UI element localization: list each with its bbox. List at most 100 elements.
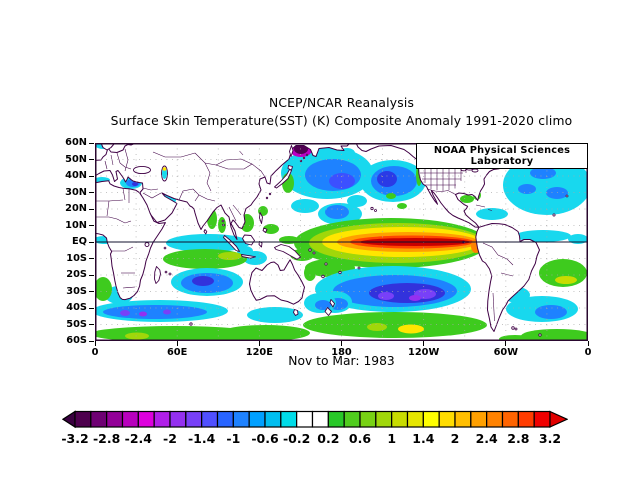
lat-tick-mark xyxy=(89,324,94,325)
island-dot-mauritius xyxy=(168,272,172,276)
lon-tick-mark xyxy=(176,341,178,346)
attribution-box: NOAA Physical Sciences Laboratory xyxy=(416,143,588,169)
island-dot-ryukyu-2 xyxy=(268,192,272,196)
anomaly-blob-trop-np-cyan-2 xyxy=(291,199,319,213)
lat-tick-mark xyxy=(89,241,94,243)
colorbar-label: -2 xyxy=(163,431,177,446)
colorbar-box xyxy=(486,410,504,428)
border-europe-4 xyxy=(124,148,129,161)
anomaly-blob-io-eq-cyan xyxy=(166,234,250,252)
anomaly-blob-trop-np-blue xyxy=(325,205,349,219)
anomaly-blob-gulf-green xyxy=(460,195,474,203)
colorbar-label: -0.2 xyxy=(283,431,310,446)
island-dot-tahiti xyxy=(357,266,361,270)
anomaly-blob-baja-green-1 xyxy=(397,203,407,209)
border-india-north xyxy=(198,194,216,202)
colorbar-box xyxy=(343,410,361,428)
island-dot-falklands-2 xyxy=(514,327,518,331)
anomaly-blob-caspian-yellow xyxy=(162,167,167,171)
lat-tick-label: EQ xyxy=(71,236,87,247)
colorbar-box xyxy=(216,410,234,428)
anomaly-blob-sp-green-band xyxy=(303,312,487,338)
anomaly-blob-sp-yellowgreen xyxy=(367,323,387,331)
border-indochina-2 xyxy=(232,204,242,216)
island-honshu xyxy=(274,169,292,189)
border-africa-2 xyxy=(122,188,126,201)
anomaly-blob-natl-cyan xyxy=(503,155,588,215)
lon-tick-mark xyxy=(505,341,507,346)
lat-tick-mark xyxy=(89,208,94,210)
coastline-south-america xyxy=(475,223,540,332)
lat-tick-label: 60N xyxy=(65,137,87,148)
colorbar-box xyxy=(280,410,298,428)
colorbar-box xyxy=(454,410,472,428)
island-madagascar xyxy=(154,266,161,284)
colorbar-label: 3.2 xyxy=(539,431,561,446)
coastline-scandinavia xyxy=(100,143,115,151)
island-hokkaido xyxy=(287,165,293,171)
colorbar-label: -3.2 xyxy=(62,431,89,446)
colorbar-label: 0.2 xyxy=(317,431,339,446)
anomaly-blob-trop-np-cyan-3 xyxy=(347,195,367,207)
island-dot-kuril-2 xyxy=(302,156,306,160)
border-europe-6 xyxy=(124,159,129,172)
lat-tick-label: 10S xyxy=(66,252,87,264)
colorbar-box xyxy=(406,410,424,428)
colorbar-box xyxy=(438,410,456,428)
island-sakhalin xyxy=(289,145,294,157)
lat-tick-label: 20S xyxy=(66,269,87,280)
lat-tick-mark xyxy=(89,175,94,177)
island-dot-vanuatu xyxy=(324,262,328,266)
anomaly-blob-caspian-cyan xyxy=(162,168,167,179)
colorbar-box xyxy=(359,410,377,428)
lat-tick-mark xyxy=(89,340,94,342)
anomaly-blob-io-40s-blue xyxy=(103,305,207,319)
coastline-eurasia xyxy=(95,143,351,240)
border-europe-1 xyxy=(104,160,108,170)
anomaly-blob-carib-cyan xyxy=(476,208,508,220)
island-dot-fiji xyxy=(338,270,342,275)
island-tasmania xyxy=(293,309,299,316)
colorbar-box xyxy=(327,410,345,428)
colorbar-label: 1 xyxy=(387,431,396,446)
colorbar-box xyxy=(106,410,124,428)
lat-tick-mark xyxy=(89,225,94,226)
border-us-mexico xyxy=(426,188,456,195)
colorbar-box xyxy=(391,410,409,428)
lon-tick-label: 0 xyxy=(91,347,99,358)
island-dot-new-caledonia xyxy=(321,274,325,279)
lon-tick-label: 120W xyxy=(408,347,440,358)
colorbar-box xyxy=(169,410,187,428)
colorbar-label: 0.6 xyxy=(349,431,371,446)
border-samerica-2 xyxy=(497,254,514,266)
border-mideast-2 xyxy=(142,192,162,199)
island-dot-solomons-1 xyxy=(308,248,312,252)
lat-tick-mark xyxy=(89,274,94,276)
island-dot-ryukyu-1 xyxy=(265,196,269,200)
border-africa-6 xyxy=(116,218,132,224)
colorbar-box xyxy=(232,410,250,428)
colorbar-box xyxy=(311,410,329,428)
anomaly-blob-natl-blue-2 xyxy=(546,187,568,199)
border-iran-afghan xyxy=(178,188,194,201)
colorbar-box xyxy=(533,410,551,428)
colorbar-label: 2.8 xyxy=(507,431,529,446)
island-dot-south-georgia xyxy=(538,333,542,337)
colorbar-label: 2 xyxy=(451,431,460,446)
anomaly-blob-baja-green-2 xyxy=(386,193,396,199)
colorbar-box xyxy=(248,410,266,428)
colorbar-arrow-right xyxy=(549,410,568,428)
anomaly-blob-sp-purple-2 xyxy=(378,292,394,300)
border-africa-3 xyxy=(106,200,110,217)
lon-tick-label: 180 xyxy=(331,347,352,358)
island-dot-solomons-2 xyxy=(312,251,316,255)
lon-tick-label: 120E xyxy=(245,347,273,358)
colorbar-box xyxy=(517,410,535,428)
colorbar-box xyxy=(137,410,155,428)
anomaly-blob-satl-green-s xyxy=(521,329,588,341)
border-indochina-1 xyxy=(228,206,237,222)
anomaly-blob-io-dark xyxy=(192,276,214,286)
lat-tick-label: 50S xyxy=(66,318,87,330)
island-luzon xyxy=(259,212,263,224)
lon-tick-mark xyxy=(94,341,96,346)
